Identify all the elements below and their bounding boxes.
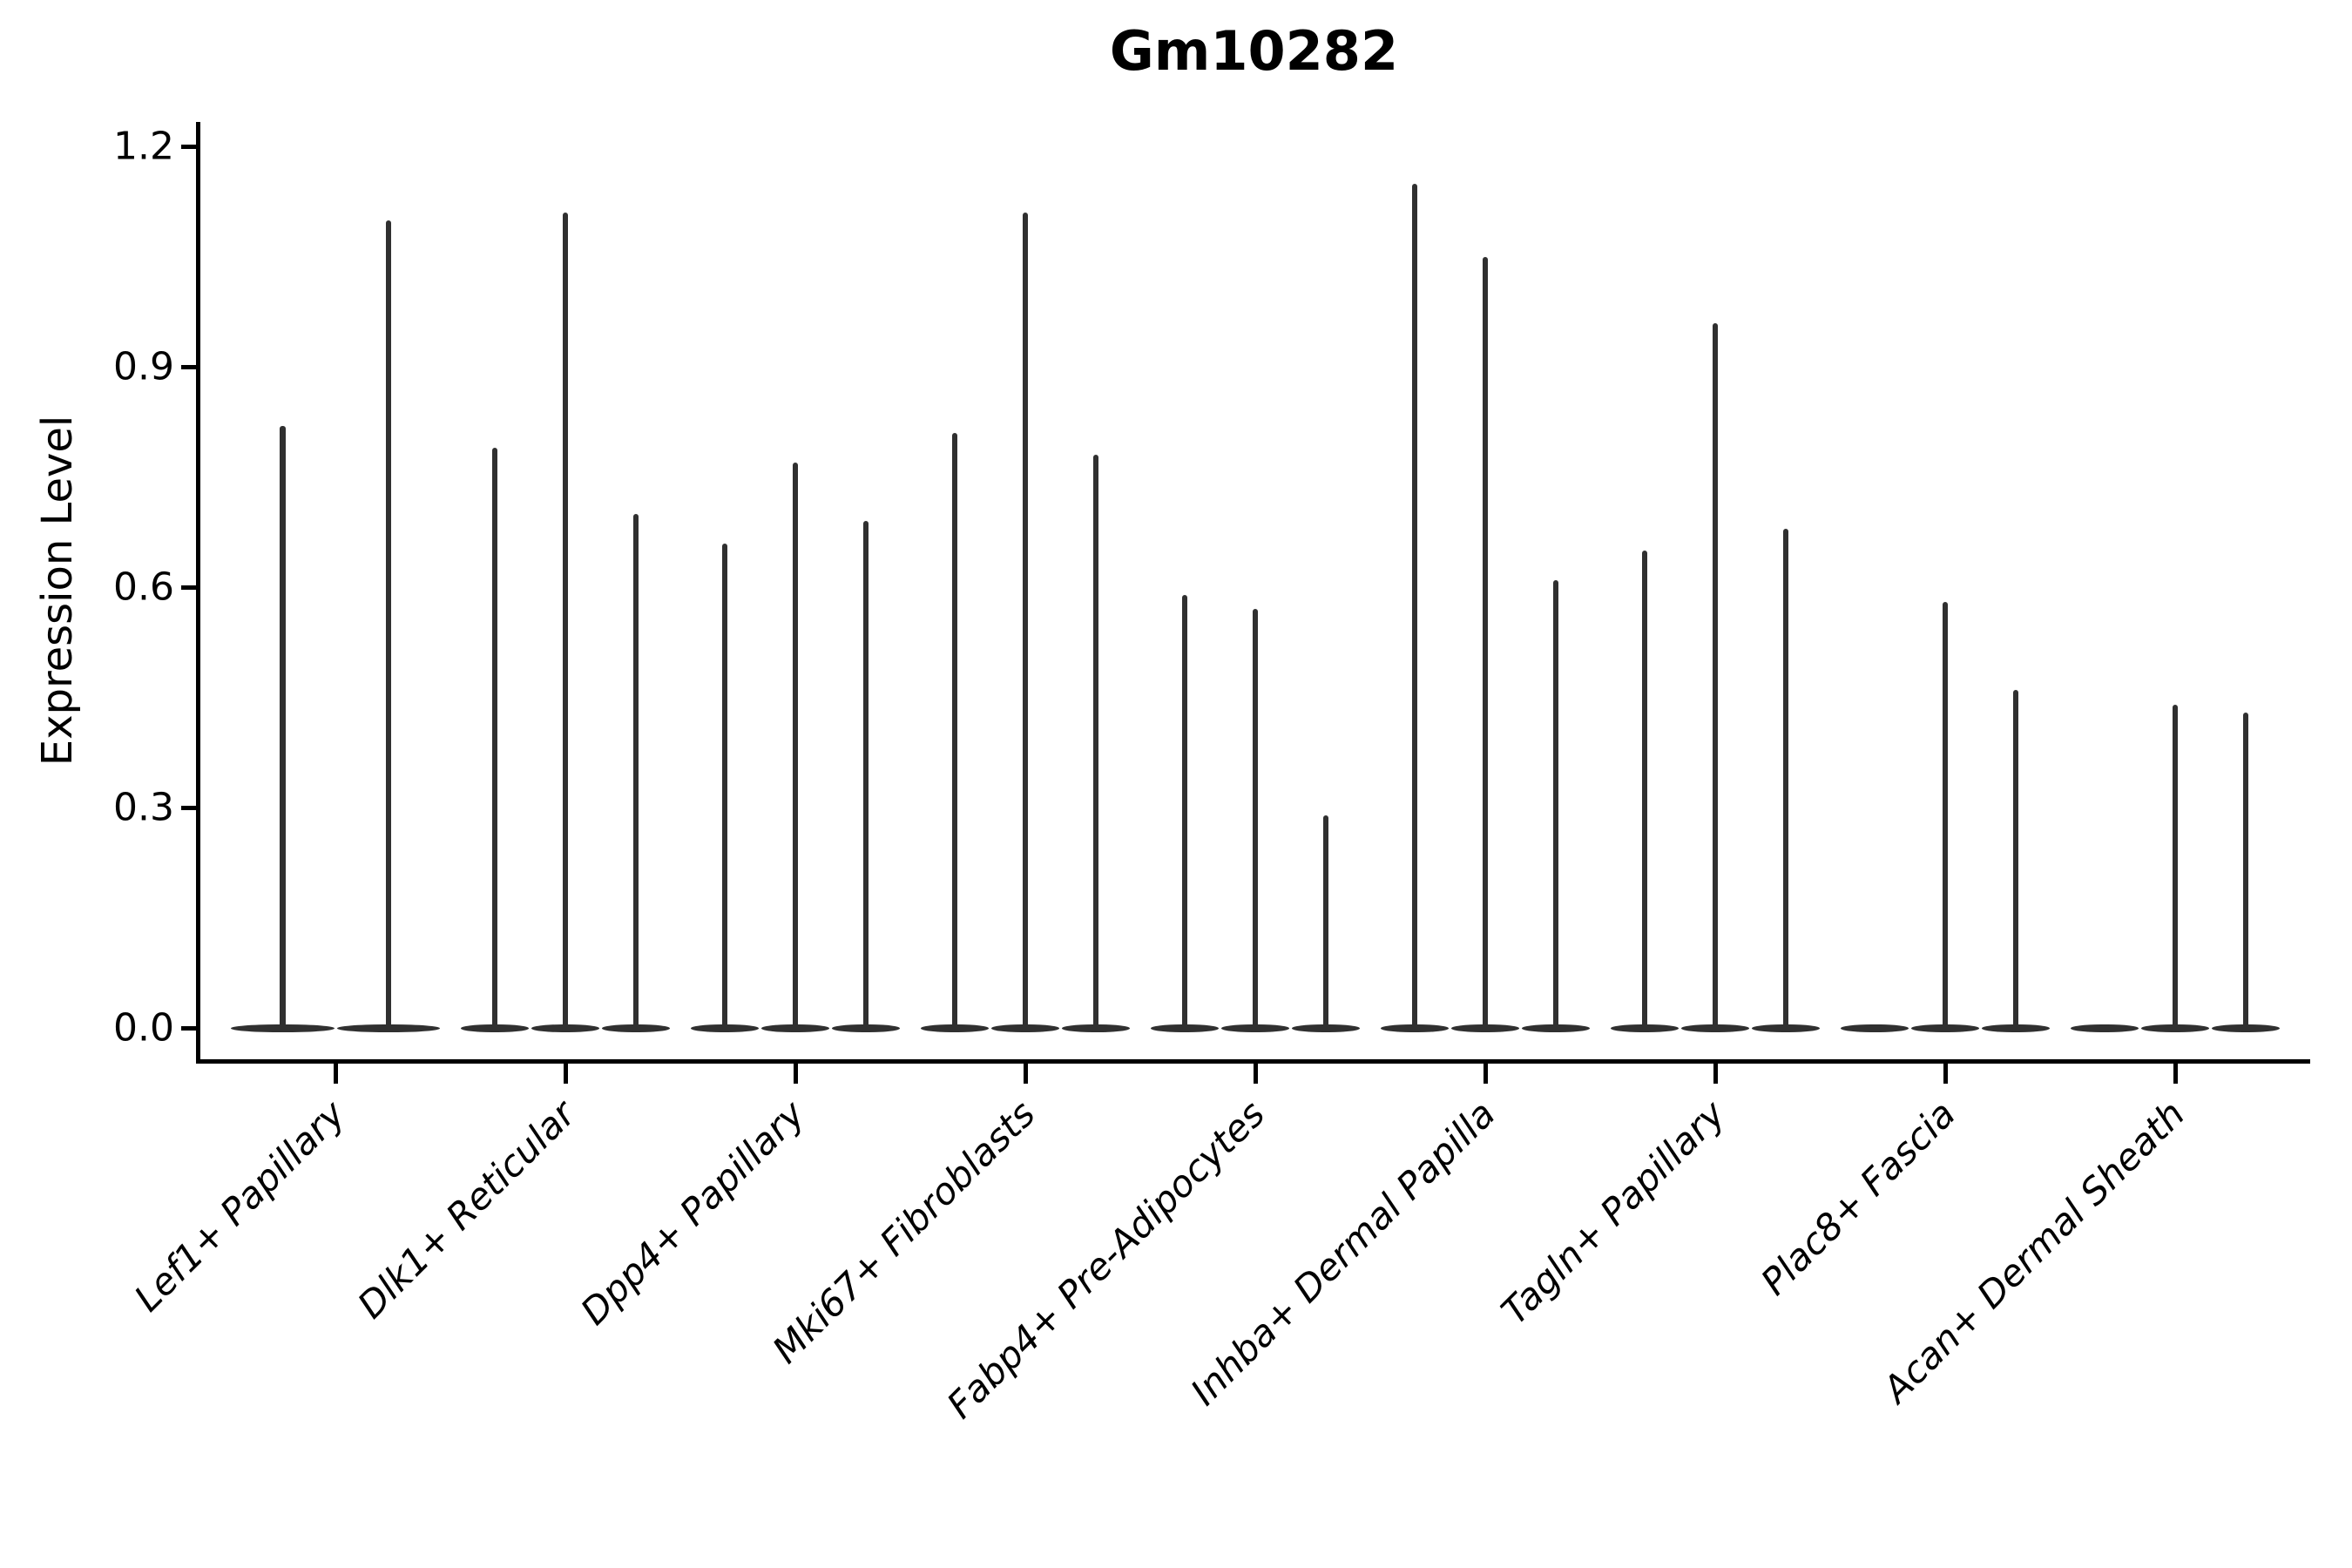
y-tick-label: 1.2 <box>113 124 174 169</box>
violin-base <box>602 1024 670 1032</box>
violin-spike <box>2172 705 2179 1028</box>
x-tick-mark <box>793 1064 798 1084</box>
y-tick-mark <box>181 364 198 369</box>
violin-base <box>921 1024 989 1032</box>
x-tick-mark <box>1023 1064 1028 1084</box>
violin-base <box>1841 1024 1909 1032</box>
violin-spike <box>1092 455 1099 1028</box>
y-tick-mark <box>181 1025 198 1031</box>
x-tick-label: Plac8+ Fascia <box>1752 1092 1963 1304</box>
violin-base <box>1611 1024 1679 1032</box>
y-axis-spine <box>196 122 200 1064</box>
violin-base <box>461 1024 529 1032</box>
violin-spike <box>1641 551 1648 1028</box>
violin-spike <box>491 448 498 1028</box>
x-tick-mark <box>2173 1064 2178 1084</box>
violin-spike <box>385 220 391 1028</box>
violin-base <box>832 1024 900 1032</box>
violin-spike <box>1712 322 1719 1028</box>
violin-spike <box>1552 579 1559 1028</box>
violin-base <box>2141 1024 2209 1032</box>
x-tick-label: Dpp4+ Papillary <box>572 1092 814 1334</box>
y-tick-label: 0.6 <box>113 564 174 610</box>
violin-base <box>1522 1024 1590 1032</box>
violin-spike <box>1942 602 1949 1028</box>
x-tick-mark <box>1253 1064 1258 1084</box>
violin-base <box>1752 1024 1820 1032</box>
violin-base <box>1221 1024 1289 1032</box>
violin-spike <box>280 425 286 1028</box>
violin-base <box>1451 1024 1519 1032</box>
x-tick-mark <box>1713 1064 1718 1084</box>
violin-spike <box>1411 183 1418 1028</box>
violin-base <box>531 1024 599 1032</box>
violin-spike <box>2012 690 2019 1028</box>
x-tick-mark <box>563 1064 568 1084</box>
y-tick-mark <box>181 805 198 810</box>
y-tick-label: 0.9 <box>113 344 174 389</box>
violin-spike <box>1181 594 1188 1028</box>
x-tick-label: Mki67+ Fibroblasts <box>764 1092 1044 1372</box>
x-tick-label: Dlk1+ Reticular <box>348 1092 584 1327</box>
violin-spike <box>1482 256 1489 1028</box>
violin-base <box>2071 1024 2139 1032</box>
violin-spike <box>792 462 799 1028</box>
violin-base <box>1911 1024 1979 1032</box>
violin-base <box>691 1024 759 1032</box>
violin-base <box>231 1024 335 1032</box>
violin-spike <box>2242 712 2249 1028</box>
violin-base <box>1151 1024 1219 1032</box>
violin-spike <box>562 213 569 1028</box>
y-tick-mark <box>181 585 198 590</box>
violin-base <box>991 1024 1059 1032</box>
violin-base <box>2212 1024 2280 1032</box>
violin-base <box>1381 1024 1449 1032</box>
violin-spike <box>951 433 958 1028</box>
violin-spike <box>1022 213 1029 1028</box>
y-tick-label: 0.0 <box>113 1005 174 1051</box>
violin-base <box>336 1024 440 1032</box>
violin-spike <box>1252 609 1259 1028</box>
violin-spike <box>721 543 728 1028</box>
violin-base <box>761 1024 829 1032</box>
x-tick-mark <box>1943 1064 1948 1084</box>
violin-base <box>1062 1024 1130 1032</box>
violin-spike <box>632 513 639 1028</box>
violin-spike <box>862 521 869 1028</box>
x-tick-mark <box>1483 1064 1488 1084</box>
violin-base <box>1982 1024 2050 1032</box>
violin-spike <box>1322 814 1329 1028</box>
y-tick-label: 0.3 <box>113 785 174 830</box>
x-axis-spine <box>196 1059 2310 1064</box>
violin-spike <box>1782 528 1789 1028</box>
chart-title: Gm10282 <box>1109 19 1399 83</box>
violin-base <box>1681 1024 1749 1032</box>
y-tick-mark <box>181 144 198 149</box>
x-tick-mark <box>333 1064 338 1084</box>
x-tick-label: Tagln+ Papillary <box>1492 1092 1734 1333</box>
violin-base <box>1292 1024 1360 1032</box>
x-tick-label: Lef1+ Papillary <box>125 1092 354 1320</box>
